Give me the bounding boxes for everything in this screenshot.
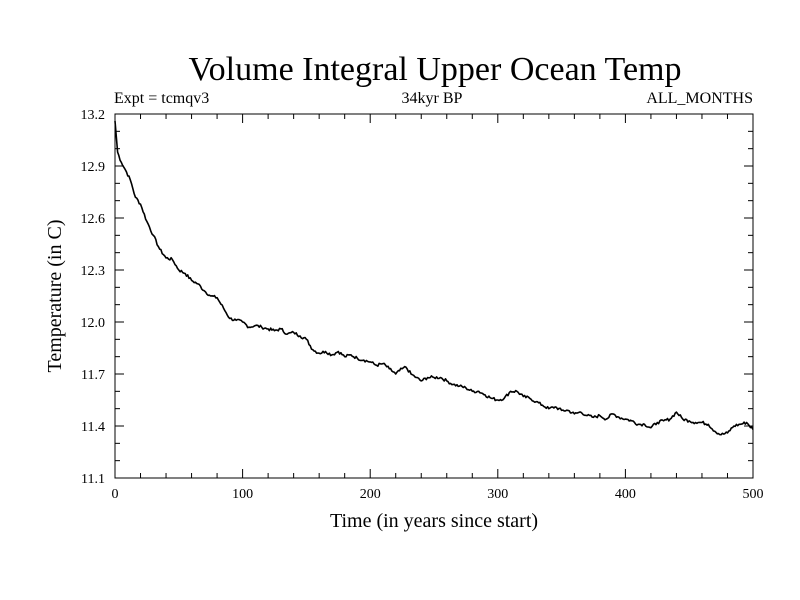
y-axis-label: Temperature (in C): [44, 220, 66, 373]
y-tick-label: 11.1: [81, 472, 105, 487]
x-axis-label: Time (in years since start): [330, 510, 538, 532]
x-tick-label: 500: [743, 487, 764, 502]
subtitle-center: 34kyr BP: [402, 90, 463, 107]
x-tick-label: 100: [232, 487, 253, 502]
y-tick-label: 11.7: [81, 368, 105, 383]
series-line: [114, 120, 754, 436]
chart-title: Volume Integral Upper Ocean Temp: [189, 51, 682, 88]
subtitle-right: ALL_MONTHS: [646, 90, 753, 107]
x-tick-label: 300: [487, 487, 508, 502]
x-tick-label: 200: [360, 487, 381, 502]
x-tick-label: 0: [112, 487, 119, 502]
y-tick-label: 12.9: [81, 160, 106, 175]
y-axis-tick-labels: 11.1 11.4 11.7 12.0 12.3 12.6 12.9 13.2: [81, 108, 106, 487]
series-layer: [114, 120, 754, 436]
subtitle-left: Expt = tcmqv3: [114, 90, 209, 107]
y-tick-label: 12.6: [81, 212, 106, 227]
y-tick-label: 12.0: [81, 316, 106, 331]
x-tick-label: 400: [615, 487, 636, 502]
y-tick-label: 13.2: [81, 108, 106, 123]
x-axis-tick-labels: 0 100 200 300 400 500: [112, 487, 764, 502]
plot-frame: [114, 113, 754, 479]
y-tick-label: 12.3: [81, 264, 106, 279]
x-axis-ticks: [114, 114, 754, 478]
y-tick-label: 11.4: [81, 420, 105, 435]
y-axis-ticks: [115, 113, 753, 479]
